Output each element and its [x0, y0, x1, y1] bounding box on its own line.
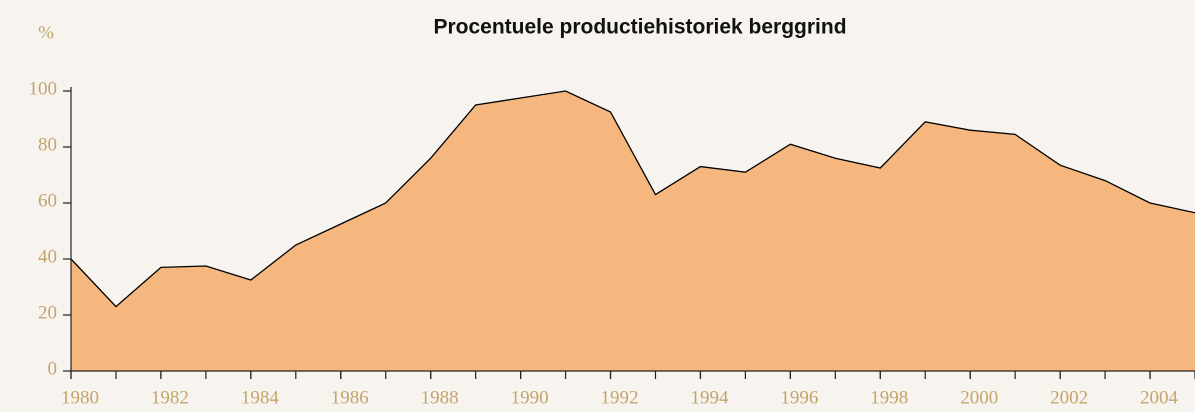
y-tick-label: 60 [38, 190, 57, 211]
x-tick-label: 2000 [960, 387, 998, 408]
area-line [70, 90, 1195, 308]
x-tick-label: 1998 [870, 387, 908, 408]
x-tick-label: 1986 [331, 387, 369, 408]
x-tick-label: 1984 [241, 387, 280, 408]
x-tick-label: 1992 [601, 387, 639, 408]
y-tick-label: 0 [48, 358, 58, 379]
y-tick-label: 40 [38, 246, 57, 267]
y-tick-label: 80 [38, 134, 57, 155]
x-tick-label: 2002 [1050, 387, 1088, 408]
x-tick-label: 1982 [151, 387, 189, 408]
y-tick-label: 100 [29, 78, 58, 99]
x-tick-label: 2004 [1140, 387, 1179, 408]
y-tick-label: 20 [38, 302, 57, 323]
x-tick-label: 1996 [780, 387, 818, 408]
x-tick-label: 1988 [421, 387, 459, 408]
y-axis-label: % [38, 22, 54, 43]
x-tick-label: 1994 [690, 387, 729, 408]
chart-title: Procentuele productiehistoriek berggrind [433, 16, 846, 39]
x-tick-label: 1990 [511, 387, 549, 408]
area [71, 91, 1195, 371]
x-tick-label: 1980 [61, 387, 99, 408]
